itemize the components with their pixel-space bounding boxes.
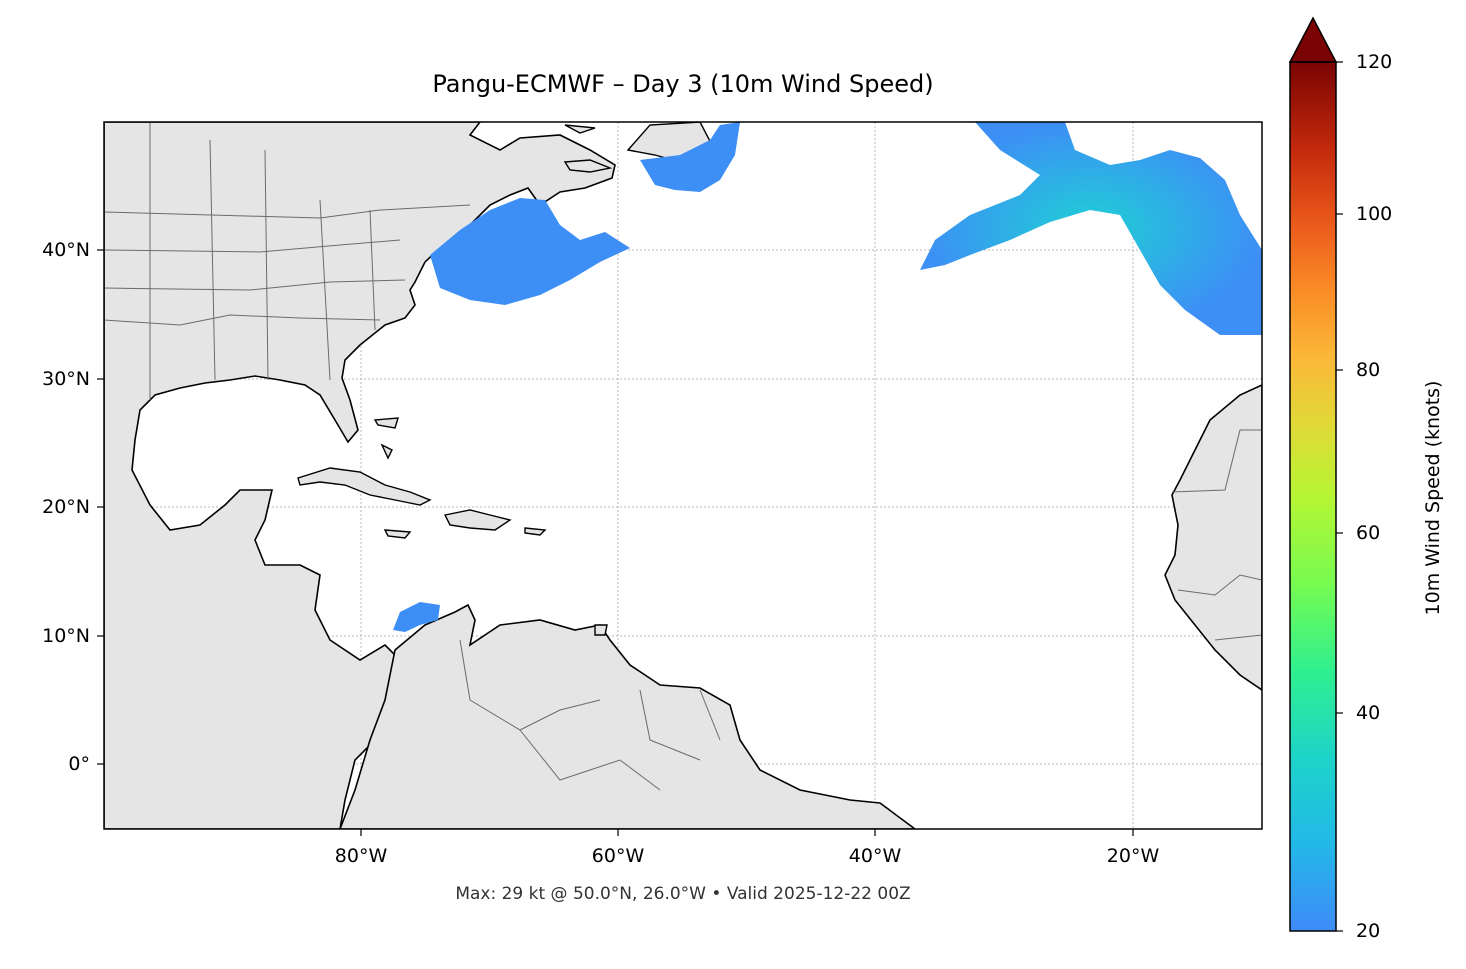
wind-patch-nova-scotia <box>640 122 740 192</box>
map-frame <box>103 121 1263 830</box>
colorbar-extend-arrow <box>1288 16 1338 63</box>
axis-ticks <box>97 249 1134 836</box>
colorbar-tick-40: 40 <box>1356 702 1381 724</box>
lat-label-40n: 40°N <box>42 239 90 261</box>
colorbar-tick-120: 120 <box>1356 51 1393 73</box>
south-america-landmass <box>339 603 917 829</box>
lat-label-30n: 30°N <box>42 368 90 390</box>
colorbar <box>1288 16 1343 932</box>
wind-patch-us-northeast <box>430 198 630 305</box>
caribbean-islands <box>297 417 608 636</box>
lon-label-40w: 40°W <box>848 845 902 867</box>
max-wind-footer: Max: 29 kt @ 50.0°N, 26.0°W • Valid 2025… <box>455 884 911 904</box>
colorbar-tick-100: 100 <box>1356 203 1393 225</box>
lon-label-80w: 80°W <box>334 845 388 867</box>
colorbar-tick-20: 20 <box>1356 920 1381 942</box>
lon-label-20w: 20°W <box>1106 845 1160 867</box>
colorbar-label: 10m Wind Speed (knots) <box>1422 380 1444 616</box>
wind-patch-north-atlantic <box>920 122 1262 335</box>
map-area <box>104 122 1262 829</box>
political-borders <box>104 122 1262 791</box>
lon-label-60w: 60°W <box>591 845 645 867</box>
wind-patch-caribbean <box>393 602 440 632</box>
africa-landmass <box>1164 384 1262 691</box>
lat-label-0: 0° <box>68 753 90 775</box>
wind-speed-field <box>393 122 1262 632</box>
colorbar-tick-60: 60 <box>1356 522 1381 544</box>
lat-label-10n: 10°N <box>42 625 90 647</box>
lat-label-20n: 20°N <box>42 496 90 518</box>
north-america-landmass <box>104 122 616 829</box>
colorbar-tick-80: 80 <box>1356 359 1381 381</box>
map-title: Pangu-ECMWF – Day 3 (10m Wind Speed) <box>432 70 934 98</box>
